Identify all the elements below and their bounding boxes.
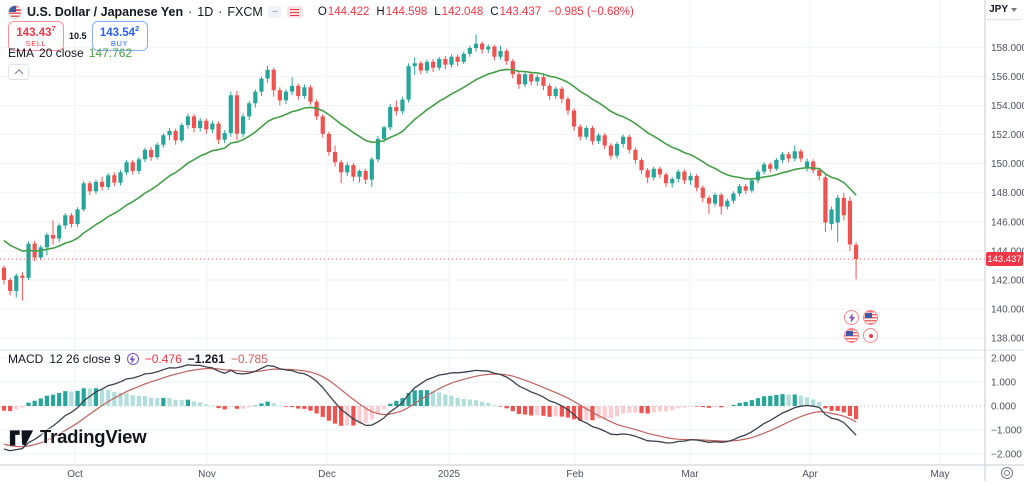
ohlc-values: O144.422 H144.598 L142.048 C143.437 −0.9… [317, 6, 634, 18]
low-value: 142.048 [441, 6, 484, 18]
flash-icon [126, 353, 139, 365]
tradingview-logo[interactable]: TradingView [9, 426, 147, 448]
svg-text:148.000: 148.000 [991, 188, 1024, 199]
symbol-title: U.S. Dollar / Japanese Yen [27, 5, 184, 19]
macd-line [3, 364, 857, 452]
svg-text:152.000: 152.000 [991, 130, 1024, 141]
macd-signal-value: −0.785 [230, 352, 268, 366]
spread-value: 10.5 [69, 31, 87, 41]
svg-text:Mar: Mar [681, 469, 699, 480]
svg-text:146.000: 146.000 [991, 217, 1024, 228]
trade-buttons: 143.437 SELL 10.5 143.542 BUY [8, 21, 148, 51]
ema-legend[interactable]: EMA 20 close 147.762 [8, 46, 132, 60]
ema-params: 20 close [39, 46, 84, 60]
chevron-up-icon [14, 69, 23, 78]
macd-params: 12 26 close 9 [49, 352, 121, 366]
svg-text:142.000: 142.000 [991, 276, 1024, 287]
axis-dotted-divider [987, 19, 1021, 20]
event-markers [844, 310, 880, 343]
macd-line-value: −1.261 [187, 352, 225, 366]
ema-value: 147.762 [88, 46, 133, 60]
interval-label: 1D [197, 5, 214, 19]
svg-text:−1.000: −1.000 [991, 426, 1022, 437]
open-value: 144.422 [327, 6, 370, 18]
minus-icon[interactable]: − [267, 6, 282, 18]
svg-text:156.000: 156.000 [991, 72, 1024, 83]
svg-text:Feb: Feb [566, 469, 584, 480]
last-price-label: 143.437 [986, 252, 1023, 267]
svg-text:2025: 2025 [438, 469, 461, 480]
svg-text:Oct: Oct [67, 469, 83, 480]
symbol-legend[interactable]: U.S. Dollar / Japanese Yen · 1D · FXCM −… [8, 4, 634, 20]
sell-button[interactable]: 143.437 SELL [8, 21, 64, 51]
caret-down-icon [1011, 7, 1017, 12]
svg-text:−2.000: −2.000 [991, 450, 1022, 461]
legend-separator: · [188, 5, 193, 19]
currency-button[interactable]: JPY [986, 3, 1020, 16]
buy-label: BUY [110, 38, 129, 48]
us-flag-icon[interactable] [863, 310, 878, 325]
pair-flag-icon [8, 5, 22, 19]
macd-legend[interactable]: MACD 12 26 close 9 −0.476 −1.261 −0.785 [8, 352, 268, 366]
time-axis[interactable]: Oct Nov Dec 2025 Feb Mar Apr May [67, 469, 949, 480]
svg-text:144.000: 144.000 [991, 246, 1024, 257]
change-value: −0.985 (−0.68%) [548, 6, 634, 18]
japan-flag-icon[interactable] [863, 328, 878, 343]
price-axis[interactable]: 158.000 156.000 154.000 152.000 150.000 148.0… [991, 43, 1024, 461]
svg-text:158.000: 158.000 [991, 43, 1024, 54]
currency-label: JPY [989, 4, 1008, 15]
high-value: 144.598 [385, 6, 428, 18]
svg-text:138.000: 138.000 [991, 334, 1024, 345]
svg-text:May: May [931, 469, 950, 480]
buy-button[interactable]: 143.542 BUY [91, 21, 148, 51]
grid-layer [0, 0, 985, 465]
macd-title: MACD [8, 352, 44, 366]
signal-line [3, 367, 857, 448]
buy-price: 143.54 [99, 26, 136, 39]
macd-hist-value: −0.476 [144, 352, 182, 366]
legend-separator: · [218, 5, 223, 19]
us-flag-icon[interactable] [844, 328, 859, 343]
sell-price: 143.43 [16, 26, 52, 39]
svg-text:Nov: Nov [198, 469, 216, 480]
tradingview-logo-text: TradingView [40, 426, 147, 447]
svg-text:0.000: 0.000 [991, 401, 1016, 412]
gear-icon[interactable] [1001, 467, 1013, 479]
exchange-label: FXCM [227, 5, 263, 19]
svg-text:1.000: 1.000 [991, 377, 1016, 388]
flash-icon[interactable] [844, 310, 859, 325]
svg-text:Apr: Apr [802, 469, 818, 480]
close-value: 143.437 [499, 6, 542, 18]
svg-text:154.000: 154.000 [991, 101, 1024, 112]
svg-text:150.000: 150.000 [991, 159, 1024, 170]
tradingview-logo-icon [9, 429, 34, 446]
sell-label: SELL [25, 38, 47, 48]
svg-text:Dec: Dec [318, 469, 336, 480]
menu-bars-icon [290, 8, 300, 16]
ema-title: EMA [8, 46, 35, 60]
menu-icon[interactable] [286, 6, 303, 18]
ema-line [3, 68, 857, 252]
svg-text:140.000: 140.000 [991, 305, 1024, 316]
svg-text:2.000: 2.000 [991, 353, 1016, 364]
collapse-button[interactable] [8, 64, 29, 80]
candles-layer [1, 34, 859, 301]
